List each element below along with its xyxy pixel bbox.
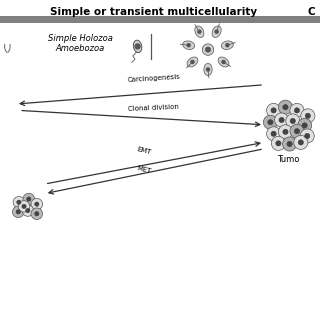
- Circle shape: [278, 125, 292, 139]
- Text: EMT: EMT: [136, 146, 152, 155]
- Circle shape: [290, 103, 304, 117]
- Circle shape: [290, 124, 304, 138]
- Circle shape: [35, 202, 39, 206]
- Circle shape: [276, 141, 281, 146]
- Circle shape: [283, 105, 288, 110]
- Text: Simple Holozoa
Amoebozoa: Simple Holozoa Amoebozoa: [48, 34, 112, 53]
- Bar: [0, 16, 320, 23]
- Text: Tumo: Tumo: [277, 155, 299, 164]
- Circle shape: [268, 120, 273, 125]
- Text: C: C: [308, 7, 315, 17]
- Circle shape: [305, 113, 310, 118]
- Text: Simple or transient multicellularity: Simple or transient multicellularity: [50, 7, 257, 17]
- Circle shape: [267, 127, 281, 141]
- Circle shape: [275, 113, 289, 127]
- Ellipse shape: [133, 40, 142, 52]
- Circle shape: [22, 205, 34, 216]
- Circle shape: [271, 108, 276, 113]
- Circle shape: [300, 129, 314, 143]
- Ellipse shape: [221, 41, 233, 50]
- Circle shape: [294, 129, 300, 134]
- Circle shape: [22, 204, 26, 209]
- Circle shape: [287, 141, 292, 147]
- Circle shape: [134, 43, 141, 50]
- Ellipse shape: [212, 26, 221, 37]
- Circle shape: [13, 196, 25, 208]
- Circle shape: [298, 118, 312, 132]
- Circle shape: [271, 136, 285, 150]
- Circle shape: [187, 43, 191, 47]
- Circle shape: [271, 131, 276, 136]
- Circle shape: [263, 115, 277, 129]
- Circle shape: [35, 212, 39, 216]
- Circle shape: [31, 198, 43, 210]
- Circle shape: [286, 114, 300, 128]
- Text: Clonal division: Clonal division: [128, 104, 179, 112]
- Circle shape: [31, 208, 43, 220]
- Circle shape: [290, 118, 295, 124]
- Circle shape: [279, 117, 284, 123]
- Circle shape: [225, 43, 229, 47]
- Text: MET: MET: [136, 165, 152, 174]
- Circle shape: [16, 210, 20, 214]
- Ellipse shape: [183, 41, 195, 50]
- Circle shape: [206, 67, 210, 72]
- Circle shape: [294, 135, 308, 149]
- Circle shape: [283, 137, 297, 151]
- Ellipse shape: [187, 57, 198, 67]
- Circle shape: [18, 201, 30, 212]
- Circle shape: [214, 29, 219, 34]
- Circle shape: [17, 200, 21, 204]
- Text: Carcinogenesis: Carcinogenesis: [127, 74, 180, 83]
- Circle shape: [23, 193, 35, 205]
- Circle shape: [294, 108, 300, 113]
- Circle shape: [278, 100, 292, 114]
- Circle shape: [205, 47, 211, 52]
- Ellipse shape: [204, 63, 212, 76]
- Circle shape: [221, 60, 226, 64]
- Circle shape: [26, 208, 30, 213]
- Circle shape: [283, 129, 288, 134]
- Circle shape: [298, 140, 303, 145]
- Circle shape: [12, 206, 24, 218]
- Circle shape: [197, 29, 202, 34]
- Circle shape: [27, 197, 31, 201]
- Circle shape: [202, 44, 214, 55]
- Ellipse shape: [195, 26, 204, 37]
- Circle shape: [301, 109, 315, 123]
- Circle shape: [190, 60, 195, 64]
- Circle shape: [267, 103, 281, 117]
- Circle shape: [305, 133, 310, 139]
- Circle shape: [302, 123, 307, 128]
- Ellipse shape: [218, 57, 229, 67]
